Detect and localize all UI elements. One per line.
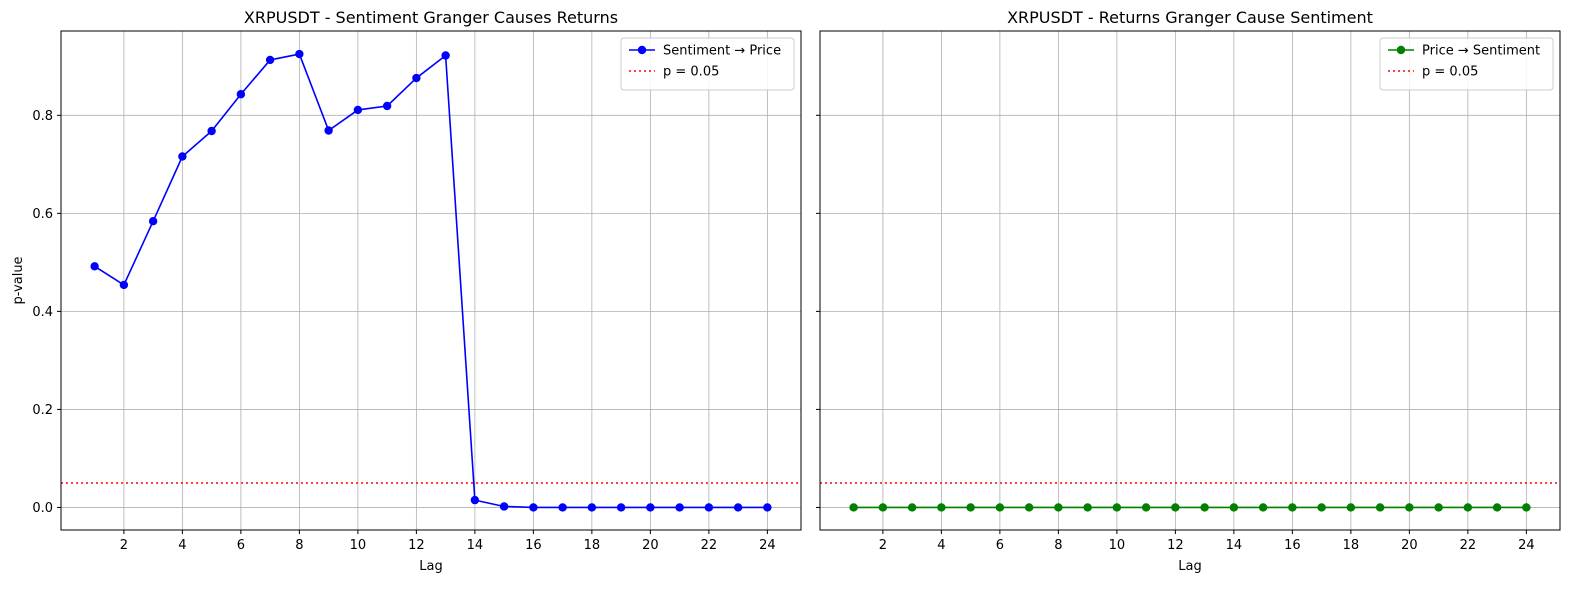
axes-frame [819, 30, 1561, 531]
data-point [1229, 503, 1239, 512]
data-point [878, 503, 888, 512]
series-line [94, 53, 768, 509]
data-point [178, 152, 187, 161]
data-point [1083, 503, 1092, 512]
data-point [1024, 503, 1034, 512]
axes-frame [60, 30, 802, 531]
x-tick-label: 16 [1284, 538, 1301, 553]
data-point [1317, 503, 1326, 512]
y-tick-label: 0.0 [32, 501, 53, 516]
data-point [1492, 503, 1502, 512]
y-tick-label: 0.2 [32, 403, 53, 418]
data-point [1141, 503, 1151, 512]
x-tick-label: 14 [1226, 538, 1243, 553]
legend-series-label: Price → Sentiment [1422, 44, 1540, 59]
data-point [763, 503, 772, 512]
y-axis-label: p-value [11, 256, 26, 304]
legend-box [620, 37, 795, 91]
x-tick-label: 8 [295, 538, 303, 553]
data-point [265, 55, 275, 65]
y-tick-label: 0.6 [32, 207, 53, 222]
data-point [849, 503, 858, 512]
x-tick-label: 20 [1401, 538, 1418, 553]
data-point [412, 73, 421, 83]
data-point [1054, 503, 1063, 512]
x-tick-label: 10 [350, 538, 367, 553]
x-tick-label: 2 [879, 538, 887, 553]
data-point [353, 105, 363, 115]
data-point [558, 503, 567, 512]
x-tick-label: 18 [584, 538, 601, 553]
data-point [646, 503, 655, 512]
data-point [207, 126, 216, 136]
legend-reference-label: p = 0.05 [663, 65, 719, 80]
legend-marker-swatch [637, 45, 647, 55]
data-point [382, 101, 392, 111]
chart-title: XRPUSDT - Returns Granger Cause Sentimen… [1007, 8, 1373, 27]
data-point [995, 503, 1005, 512]
data-point [441, 51, 450, 60]
x-tick-label: 4 [178, 538, 186, 553]
legend-series-label: Sentiment → Price [663, 44, 781, 59]
data-point [616, 503, 626, 512]
x-tick-label: 12 [408, 538, 425, 553]
data-point [733, 503, 743, 512]
data-point [966, 503, 975, 512]
data-point [1463, 503, 1473, 512]
data-point [236, 90, 246, 99]
data-point [1405, 503, 1414, 512]
x-tick-label: 16 [525, 538, 542, 553]
data-point [937, 503, 946, 512]
legend-marker-swatch [1396, 45, 1406, 55]
data-point [148, 216, 158, 226]
data-point [1258, 503, 1268, 512]
legend-box [1379, 37, 1554, 91]
data-point [1288, 503, 1297, 512]
data-point [1434, 503, 1443, 512]
x-axis-label: Lag [1178, 559, 1201, 574]
data-point [529, 503, 538, 512]
y-tick-label: 0.4 [32, 305, 53, 320]
data-point [119, 280, 129, 290]
data-point [295, 49, 304, 59]
x-axis-label: Lag [419, 559, 442, 574]
x-tick-label: 6 [237, 538, 245, 553]
chart-title: XRPUSDT - Sentiment Granger Causes Retur… [244, 8, 618, 27]
chart-panel-sentiment-to-price: 2 4 6 8 10 12 14 16 18 20 22 240.00.20.40.60.8XRPUS… [11, 8, 802, 574]
x-tick-label: 12 [1167, 538, 1184, 553]
data-point [499, 502, 509, 511]
data-point [704, 503, 714, 512]
x-tick-label: 24 [1518, 538, 1535, 553]
x-tick-label: 24 [759, 538, 776, 553]
data-point [470, 495, 480, 505]
x-tick-label: 4 [937, 538, 945, 553]
x-tick-label: 22 [701, 538, 718, 553]
data-point [587, 503, 597, 512]
y-tick-label: 0.8 [32, 109, 53, 124]
x-tick-label: 8 [1054, 538, 1062, 553]
data-point [675, 503, 684, 512]
data-point [1200, 503, 1209, 512]
x-tick-label: 18 [1343, 538, 1360, 553]
x-tick-label: 22 [1460, 538, 1477, 553]
x-tick-label: 20 [642, 538, 659, 553]
data-point [324, 126, 333, 135]
data-point [1171, 503, 1180, 512]
x-tick-label: 10 [1109, 538, 1126, 553]
legend-reference-label: p = 0.05 [1422, 65, 1478, 80]
data-point [1522, 503, 1531, 512]
x-tick-label: 6 [996, 538, 1004, 553]
data-point [1346, 503, 1356, 512]
x-tick-label: 2 [120, 538, 128, 553]
data-point [907, 503, 917, 512]
x-tick-label: 14 [467, 538, 484, 553]
data-point [90, 262, 99, 271]
data-point [1375, 503, 1385, 512]
data-point [1112, 503, 1122, 512]
